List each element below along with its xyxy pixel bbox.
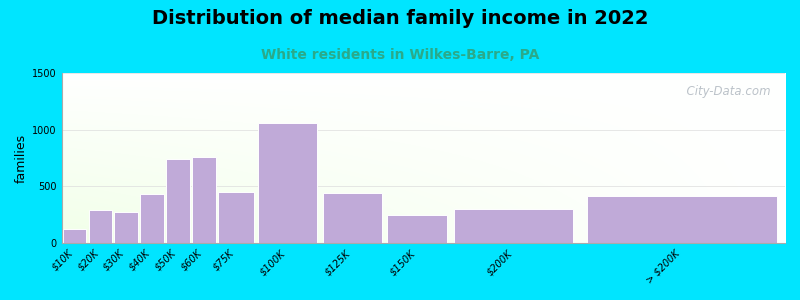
Bar	[166, 159, 190, 243]
Bar	[192, 157, 216, 243]
Bar	[218, 192, 254, 243]
Bar	[258, 123, 318, 243]
Bar	[387, 215, 446, 243]
Bar	[62, 229, 86, 243]
Bar	[454, 209, 573, 243]
Y-axis label: families: families	[15, 134, 28, 182]
Text: Distribution of median family income in 2022: Distribution of median family income in …	[152, 9, 648, 28]
Bar	[586, 196, 777, 243]
Bar	[114, 212, 138, 243]
Text: City-Data.com: City-Data.com	[679, 85, 770, 98]
Bar	[322, 193, 382, 243]
Text: White residents in Wilkes-Barre, PA: White residents in Wilkes-Barre, PA	[261, 48, 539, 62]
Bar	[140, 194, 164, 243]
Bar	[89, 210, 112, 243]
